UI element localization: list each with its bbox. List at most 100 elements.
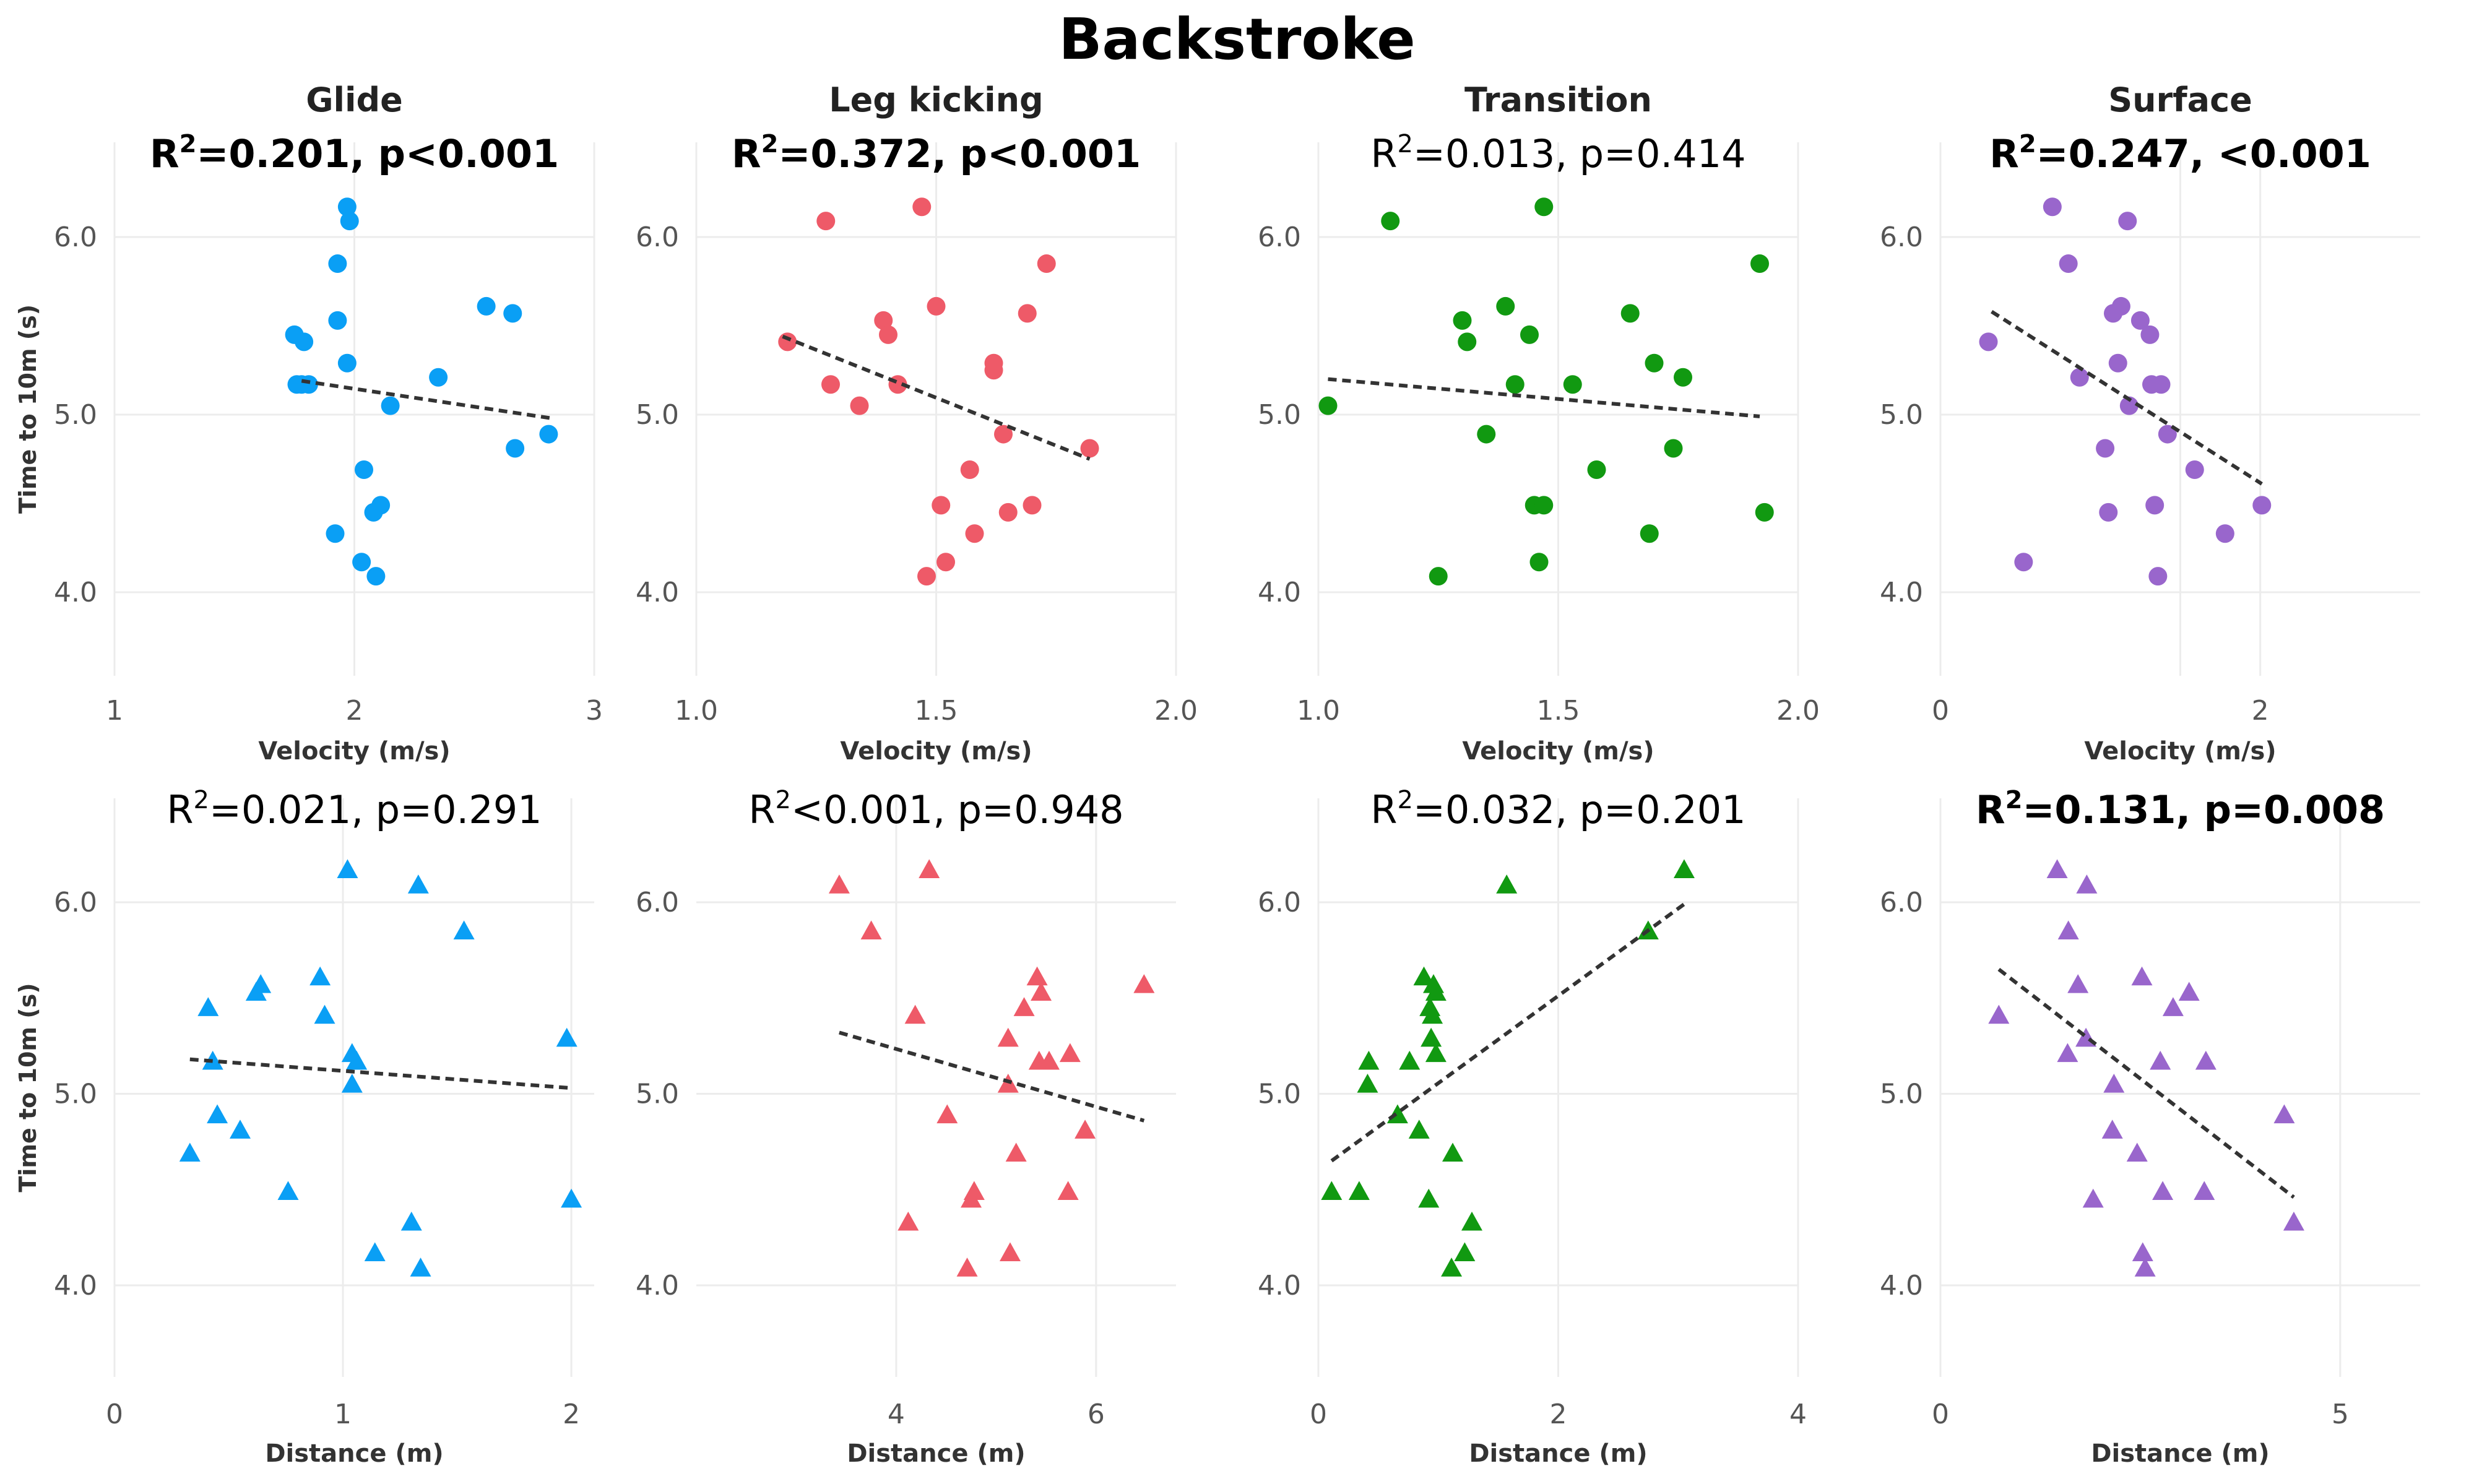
data-point <box>1529 553 1549 572</box>
data-point <box>961 1188 982 1208</box>
x-tick-label: 2 <box>2252 695 2269 727</box>
stat-r: R <box>748 787 775 832</box>
stat-value: =0.013, p=0.414 <box>1413 131 1746 176</box>
stat-annotation: R2=0.032, p=0.201 <box>1370 786 1745 832</box>
stat-value: =0.201, p<0.001 <box>196 131 559 176</box>
data-point <box>429 368 448 387</box>
y-tick-label: 6.0 <box>1258 222 1301 253</box>
data-point <box>2118 212 2137 231</box>
y-tick-label: 5.0 <box>1258 1079 1301 1110</box>
data-point <box>2252 496 2272 515</box>
data-point <box>2104 304 2122 323</box>
data-point <box>309 966 331 986</box>
data-point <box>1038 1050 1060 1070</box>
data-point <box>874 311 893 330</box>
data-point <box>2067 974 2089 993</box>
data-point <box>506 439 525 458</box>
data-point <box>1645 353 1664 373</box>
trend-line <box>301 379 551 420</box>
data-point <box>381 396 400 415</box>
data-point <box>897 1211 919 1231</box>
data-point <box>1453 311 1472 330</box>
trend-line <box>1328 377 1760 418</box>
data-point <box>1018 304 1037 323</box>
panel-leg-kicking-velocity: 1.0 1.5 2.0 4.0 5.0 6.0 Leg kicking R2=0.372, p… <box>636 80 1198 766</box>
data-point <box>2152 1181 2174 1200</box>
stat-annotation: R2=0.247, <0.001 <box>1989 130 2371 176</box>
data-point <box>1413 966 1435 986</box>
data-point <box>2043 197 2062 217</box>
stat-annotation: R2=0.131, p=0.008 <box>1976 786 2385 832</box>
data-point <box>1357 1074 1378 1093</box>
panel-leg-kicking-distance: 4 6 4.0 5.0 6.0 R2<0.001, p=0.948 Distance (m) <box>636 786 1176 1468</box>
data-point <box>1133 974 1155 993</box>
x-tick-label: 6 <box>1088 1399 1105 1430</box>
data-point <box>816 212 836 231</box>
data-point <box>1640 524 1659 543</box>
data-point <box>1422 1004 1443 1024</box>
data-point <box>503 304 522 323</box>
data-point <box>453 920 475 940</box>
x-axis-label: Velocity (m/s) <box>840 737 1032 766</box>
data-point <box>1059 1043 1081 1063</box>
stat-annotation: R2=0.372, p<0.001 <box>732 130 1141 176</box>
data-point <box>2178 981 2200 1001</box>
stat-annotation: R2<0.001, p=0.948 <box>748 786 1123 832</box>
data-point <box>1425 981 1447 1001</box>
data-point <box>927 296 946 316</box>
stat-value: =0.131, p=0.008 <box>2022 787 2385 832</box>
panel-surface-distance: 0 5 4.0 5.0 6.0 R2=0.131, p=0.008 Distance (m) <box>1880 786 2420 1468</box>
data-point <box>1057 1181 1079 1200</box>
x-tick-label: 1 <box>334 1399 352 1430</box>
data-point <box>328 254 347 274</box>
data-point <box>197 997 219 1016</box>
stat-value: =0.247, <0.001 <box>2036 131 2371 176</box>
data-point <box>1348 1181 1370 1200</box>
stat-sup: 2 <box>179 130 197 158</box>
data-point <box>960 460 979 479</box>
data-point <box>341 1074 363 1093</box>
y-tick-label: 4.0 <box>636 577 679 608</box>
data-point <box>1750 254 1769 274</box>
y-tick-label: 6.0 <box>1258 887 1301 918</box>
y-tick-label: 5.0 <box>1880 399 1923 431</box>
data-point <box>1664 439 1683 458</box>
data-point <box>997 1027 1019 1047</box>
data-point <box>917 567 936 586</box>
data-point <box>179 1142 201 1162</box>
data-point <box>2103 1074 2125 1093</box>
data-point <box>1442 1142 1463 1162</box>
data-point <box>2195 1050 2217 1070</box>
stat-sup: 2 <box>775 786 790 814</box>
data-point <box>828 874 850 894</box>
data-point <box>1988 1004 2010 1024</box>
y-tick-label: 4.0 <box>1880 1270 1923 1301</box>
x-axis-label: Distance (m) <box>847 1439 1025 1468</box>
x-tick-label: 1.5 <box>915 695 958 727</box>
x-axis-label: Velocity (m/s) <box>1462 737 1654 766</box>
data-point <box>1534 496 1554 515</box>
column-title: Transition <box>1464 80 1652 119</box>
data-point <box>1023 496 1042 515</box>
y-tick-label: 4.0 <box>54 1270 97 1301</box>
data-point <box>314 1004 335 1024</box>
stat-value: =0.372, p<0.001 <box>778 131 1141 176</box>
data-point <box>1454 1242 1476 1261</box>
data-point <box>410 1258 431 1277</box>
y-tick-label: 5.0 <box>636 399 679 431</box>
data-point <box>994 425 1013 444</box>
data-point <box>2126 1142 2148 1162</box>
stat-r: R <box>1370 787 1397 832</box>
x-axis-label: Distance (m) <box>1469 1439 1647 1468</box>
data-point <box>998 503 1018 522</box>
data-point <box>355 460 373 479</box>
data-point <box>400 1211 422 1231</box>
stat-r: R <box>1989 131 2019 176</box>
data-point <box>2108 353 2127 373</box>
y-tick-label: 5.0 <box>54 1079 97 1110</box>
x-tick-label: 1.0 <box>675 695 718 727</box>
